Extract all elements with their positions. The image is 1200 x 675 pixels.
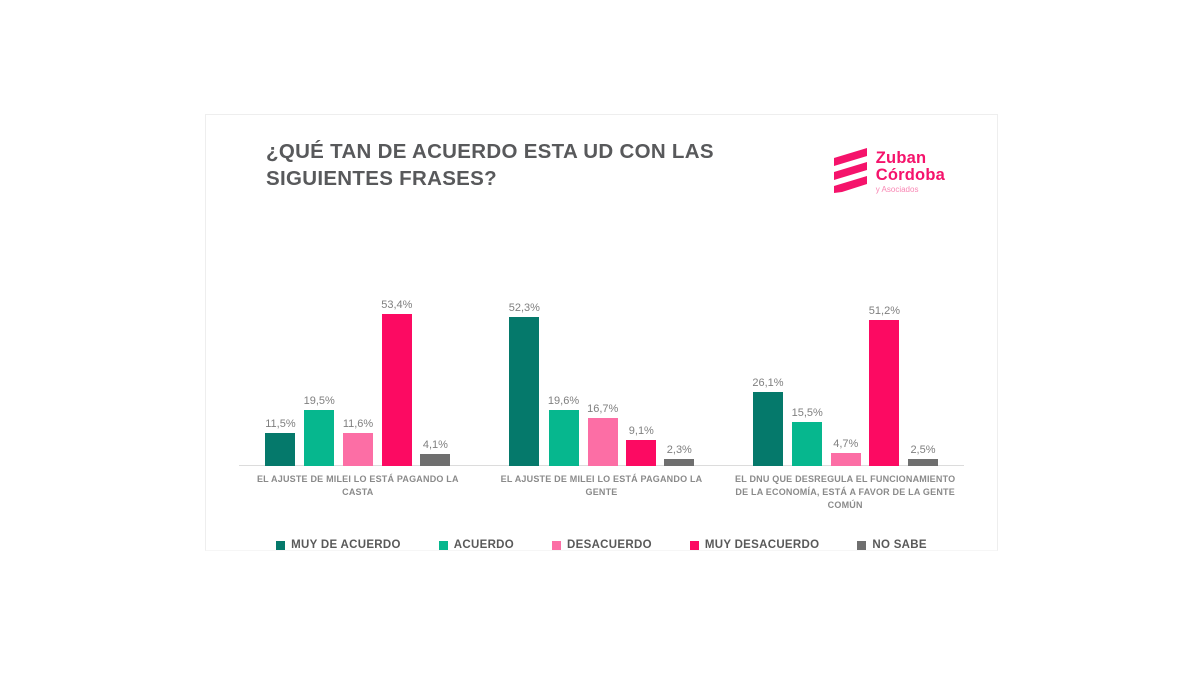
- bar-muy-desacuerdo-group-1: [381, 314, 412, 466]
- bar-value-label: 26,1%: [752, 377, 784, 389]
- bar-col: 26,1%: [752, 377, 784, 466]
- logo-subtitle: y Asociados: [875, 185, 919, 194]
- bar-value-label: 4,7%: [833, 438, 859, 450]
- legend-item-no-sabe: NO SABE: [857, 539, 927, 551]
- bar-col: 51,2%: [869, 305, 900, 466]
- bar-col: 4,1%: [420, 439, 451, 466]
- legend-swatch-icon: [552, 540, 562, 550]
- legend-label: NO SABE: [872, 539, 927, 552]
- bar-value-label: 2,3%: [666, 444, 692, 456]
- bar-col: 2,3%: [664, 444, 695, 466]
- bar-col: 11,5%: [265, 418, 296, 466]
- bar-value-label: 19,5%: [303, 395, 335, 407]
- bar-col: 52,3%: [509, 302, 540, 466]
- bar-col: 9,1%: [626, 425, 657, 466]
- bar-value-label: 16,7%: [587, 403, 619, 415]
- bar-muy-de-acuerdo-group-3: [752, 392, 783, 466]
- category-label-1: EL AJUSTE DE MILEI LO ESTÁ PAGANDO LA CA…: [256, 474, 459, 498]
- bar-col: 11,6%: [343, 418, 373, 466]
- bar-value-label: 11,5%: [265, 418, 296, 430]
- category-label-2: EL AJUSTE DE MILEI LO ESTÁ PAGANDO LA GE…: [500, 474, 703, 498]
- bar-col: 19,6%: [548, 395, 579, 466]
- legend-swatch-icon: [438, 540, 448, 550]
- bar-group-3: 26,1% 15,5% 4,7% 51,2% 2,5%: [723, 299, 967, 466]
- bar-desacuerdo-group-2: [587, 418, 618, 466]
- bar-muy-desacuerdo-group-2: [626, 440, 657, 466]
- bar-muy-de-acuerdo-group-2: [509, 317, 540, 466]
- logo-stripes-icon: [833, 148, 867, 193]
- bar-col: 15,5%: [792, 407, 823, 466]
- plot-area: 11,5% 19,5% 11,6% 53,4% 4,1% 52,3% 19,6% 16,7% 9…: [236, 288, 967, 466]
- logo-text: Zuban Córdoba y Asociados: [876, 147, 945, 194]
- card-header: ¿QUÉ TAN DE ACUERDO ESTA UD CON LAS SIGU…: [236, 139, 967, 217]
- bar-desacuerdo-group-1: [343, 433, 374, 466]
- bar-no-sabe-group-3: [907, 459, 938, 466]
- logo-name-line1: Zuban: [875, 149, 927, 167]
- bar-col: 2,5%: [907, 444, 938, 466]
- legend-label: MUY DE ACUERDO: [291, 539, 401, 552]
- legend-label: ACUERDO: [453, 539, 515, 552]
- bar-col: 4,7%: [830, 438, 861, 466]
- legend-item-muy-de-acuerdo: MUY DE ACUERDO: [276, 539, 401, 551]
- legend-swatch-icon: [857, 540, 867, 550]
- bar-value-label: 4,1%: [422, 439, 448, 451]
- bar-no-sabe-group-2: [664, 459, 695, 466]
- bar-acuerdo-group-1: [304, 410, 335, 466]
- bar-acuerdo-group-2: [548, 410, 579, 466]
- bar-acuerdo-group-3: [792, 422, 823, 466]
- legend-label: DESACUERDO: [567, 539, 652, 552]
- bar-col: 53,4%: [381, 299, 412, 466]
- legend-label: MUY DESACUERDO: [704, 539, 820, 552]
- legend-item-muy-desacuerdo: MUY DESACUERDO: [689, 539, 820, 552]
- chart-title: ¿QUÉ TAN DE ACUERDO ESTA UD CON LAS SIGU…: [266, 140, 714, 190]
- bar-groups: 11,5% 19,5% 11,6% 53,4% 4,1% 52,3% 19,6% 16,7% 9…: [236, 299, 967, 466]
- category-labels: EL AJUSTE DE MILEI LO ESTÁ PAGANDO LA CA…: [236, 473, 967, 512]
- bar-col: 19,5%: [304, 395, 335, 466]
- logo-name-line2: Córdoba: [875, 165, 945, 184]
- bar-value-label: 9,1%: [628, 425, 654, 437]
- bar-value-label: 51,2%: [868, 305, 900, 317]
- bar-group-1: 11,5% 19,5% 11,6% 53,4% 4,1%: [236, 299, 480, 466]
- chart-card: ¿QUÉ TAN DE ACUERDO ESTA UD CON LAS SIGU…: [205, 114, 998, 551]
- legend-swatch-icon: [276, 540, 286, 550]
- bar-value-label: 15,5%: [791, 407, 823, 419]
- legend-swatch-icon: [689, 540, 699, 550]
- bar-group-2: 52,3% 19,6% 16,7% 9,1% 2,3%: [480, 299, 724, 466]
- zuban-cordoba-logo: Zuban Córdoba y Asociados: [833, 147, 945, 194]
- category-label-3: EL DNU QUE DESREGULA EL FUNCIONAMIENTO D…: [735, 474, 956, 511]
- bar-value-label: 52,3%: [508, 302, 540, 314]
- bar-no-sabe-group-1: [420, 454, 451, 466]
- bar-muy-desacuerdo-group-3: [869, 320, 900, 466]
- bar-desacuerdo-group-3: [830, 453, 861, 466]
- bar-value-label: 11,6%: [342, 418, 374, 430]
- legend-item-acuerdo: ACUERDO: [438, 539, 515, 552]
- bar-value-label: 2,5%: [910, 444, 936, 456]
- legend: MUY DE ACUERDO ACUERDO DESACUERDO MUY DESAC…: [236, 539, 967, 551]
- bar-col: 16,7%: [587, 403, 618, 466]
- legend-item-desacuerdo: DESACUERDO: [552, 539, 652, 551]
- bar-muy-de-acuerdo-group-1: [265, 433, 296, 466]
- bar-value-label: 53,4%: [381, 299, 413, 311]
- bar-value-label: 19,6%: [547, 395, 580, 407]
